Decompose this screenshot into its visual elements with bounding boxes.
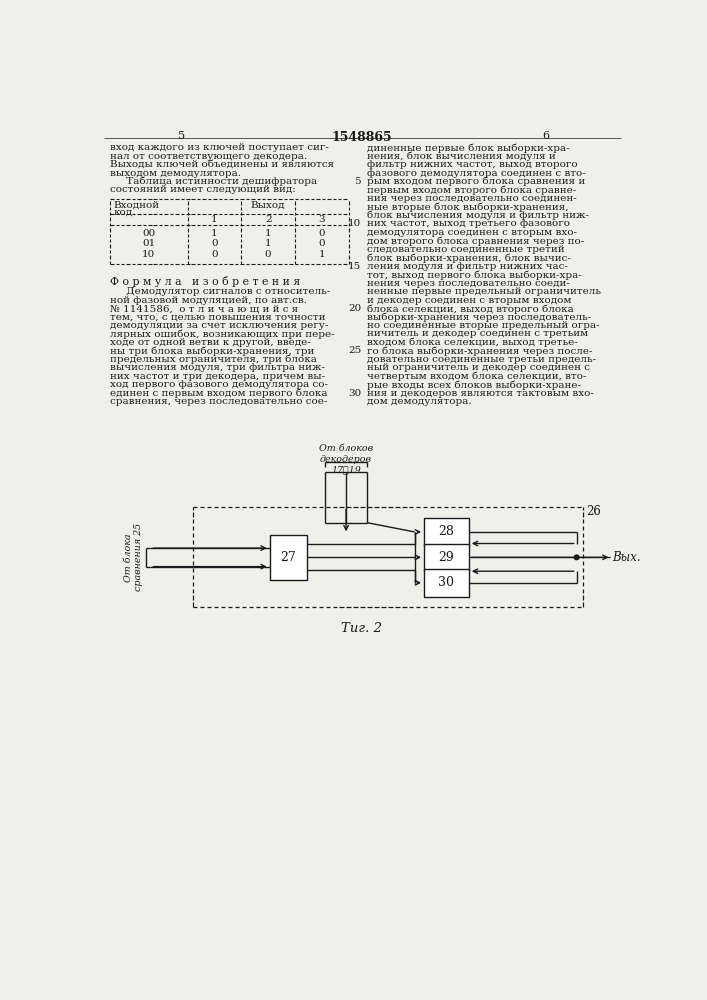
Text: От блока
сравнения 25: От блока сравнения 25	[124, 523, 143, 591]
Text: демодулятора соединен с вторым вхо-: демодулятора соединен с вторым вхо-	[368, 228, 578, 237]
Text: тем, что, с целью повышения точности: тем, что, с целью повышения точности	[110, 312, 326, 322]
Text: ные вторые блок выборки-хранения,: ные вторые блок выборки-хранения,	[368, 202, 569, 212]
Text: входом блока селекции, выход третье-: входом блока селекции, выход третье-	[368, 338, 578, 347]
Text: ния через последовательно соединен-: ния через последовательно соединен-	[368, 194, 577, 203]
Circle shape	[574, 555, 579, 560]
Text: нения через последовательно соеди-: нения через последовательно соеди-	[368, 279, 571, 288]
Text: 0: 0	[319, 239, 325, 248]
Text: 15: 15	[348, 262, 361, 271]
Text: 30: 30	[348, 389, 361, 398]
Text: 10: 10	[348, 219, 361, 228]
Text: четвертым входом блока селекции, вто-: четвертым входом блока селекции, вто-	[368, 372, 587, 381]
Text: ход первого фазового демодулятора со-: ход первого фазового демодулятора со-	[110, 380, 328, 389]
Text: Выходы ключей объединены и являются: Выходы ключей объединены и являются	[110, 160, 334, 169]
Text: ный ограничитель и декодер соединен с: ный ограничитель и декодер соединен с	[368, 363, 590, 372]
Text: 0: 0	[265, 250, 271, 259]
Text: единен с первым входом первого блока: единен с первым входом первого блока	[110, 389, 327, 398]
Text: 20: 20	[348, 304, 361, 313]
Text: дом второго блока сравнения через по-: дом второго блока сравнения через по-	[368, 236, 585, 246]
Text: первым входом второго блока сравне-: первым входом второго блока сравне-	[368, 185, 577, 195]
Text: состояний имеет следующий вид:: состояний имеет следующий вид:	[110, 185, 296, 194]
Text: Демодулятор сигналов с относитель-: Демодулятор сигналов с относитель-	[110, 287, 330, 296]
Text: 0: 0	[211, 239, 218, 248]
Text: 2: 2	[265, 215, 271, 224]
Text: 6: 6	[542, 131, 549, 141]
Text: 5: 5	[178, 131, 185, 141]
Text: 25: 25	[348, 346, 361, 355]
Text: следовательно соединенные третий: следовательно соединенные третий	[368, 245, 565, 254]
Text: рые входы всех блоков выборки-хране-: рые входы всех блоков выборки-хране-	[368, 380, 581, 390]
Text: блок вычисления модуля и фильтр ниж-: блок вычисления модуля и фильтр ниж-	[368, 211, 589, 220]
Text: ны три блока выборки-хранения, три: ны три блока выборки-хранения, три	[110, 346, 315, 356]
Text: 27: 27	[281, 551, 296, 564]
Text: 29: 29	[438, 551, 455, 564]
Text: выходом демодулятора.: выходом демодулятора.	[110, 169, 241, 178]
Text: № 1141586,  о т л и ч а ю щ и й с я: № 1141586, о т л и ч а ю щ и й с я	[110, 304, 298, 313]
Text: Таблица истинности дешифратора: Таблица истинности дешифратора	[110, 177, 317, 186]
Text: вход каждого из ключей поступает сиг-: вход каждого из ключей поступает сиг-	[110, 143, 329, 152]
Text: 26: 26	[586, 505, 601, 518]
Text: ничитель и декодер соединен с третьим: ничитель и декодер соединен с третьим	[368, 329, 589, 338]
Text: Выход: Выход	[251, 201, 286, 210]
Text: предельных ограничителя, три блока: предельных ограничителя, три блока	[110, 355, 317, 364]
Text: дом демодулятора.: дом демодулятора.	[368, 397, 472, 406]
Text: Τиг. 2: Τиг. 2	[341, 622, 382, 635]
Text: и декодер соединен с вторым входом: и декодер соединен с вторым входом	[368, 296, 572, 305]
Text: го блока выборки-хранения через после-: го блока выборки-хранения через после-	[368, 346, 593, 356]
Text: 0: 0	[319, 229, 325, 238]
Text: нения, блок вычисления модуля и: нения, блок вычисления модуля и	[368, 152, 556, 161]
Text: Ф о р м у л а   и з о б р е т е н и я: Ф о р м у л а и з о б р е т е н и я	[110, 276, 300, 287]
Text: ления модуля и фильтр нижних час-: ления модуля и фильтр нижних час-	[368, 262, 568, 271]
Bar	[424, 569, 469, 597]
Text: лярных ошибок, возникающих при пере-: лярных ошибок, возникающих при пере-	[110, 329, 334, 339]
Text: блока селекции, выход второго блока: блока селекции, выход второго блока	[368, 304, 574, 314]
Bar	[424, 518, 469, 546]
Text: ния и декодеров являются тактовым вхо-: ния и декодеров являются тактовым вхо-	[368, 389, 595, 398]
Text: ной фазовой модуляцией, по авт.св.: ной фазовой модуляцией, по авт.св.	[110, 296, 307, 305]
Text: 1: 1	[319, 250, 325, 259]
Text: От блоков
декодеров
1719: От блоков декодеров 1719	[319, 444, 373, 474]
Text: них частот и три декодера, причем вы-: них частот и три декодера, причем вы-	[110, 372, 325, 381]
Text: 10: 10	[142, 250, 156, 259]
Text: 28: 28	[438, 525, 455, 538]
Text: 1: 1	[265, 239, 271, 248]
Text: 1: 1	[265, 229, 271, 238]
Text: рым входом первого блока сравнения и: рым входом первого блока сравнения и	[368, 177, 585, 186]
Text: выборки-хранения через последователь-: выборки-хранения через последователь-	[368, 312, 592, 322]
Text: 3: 3	[319, 215, 325, 224]
Text: 0: 0	[211, 250, 218, 259]
Text: фильтр нижних частот, выход второго: фильтр нижних частот, выход второго	[368, 160, 578, 169]
Text: вычисления модуля, три фильтра ниж-: вычисления модуля, три фильтра ниж-	[110, 363, 325, 372]
Bar	[270, 535, 307, 580]
Text: 1: 1	[211, 229, 218, 238]
Text: блок выборки-хранения, блок вычис-: блок выборки-хранения, блок вычис-	[368, 253, 571, 263]
Text: довательно соединенные третьи предель-: довательно соединенные третьи предель-	[368, 355, 597, 364]
Text: 00: 00	[142, 229, 156, 238]
Bar	[424, 544, 469, 571]
Text: тот, выход первого блока выборки-хра-: тот, выход первого блока выборки-хра-	[368, 270, 582, 280]
Text: 1: 1	[211, 215, 218, 224]
Text: но соединенные вторые предельный огра-: но соединенные вторые предельный огра-	[368, 321, 600, 330]
Text: Входной: Входной	[114, 201, 160, 210]
Text: ходе от одной ветви к другой, введе-: ходе от одной ветви к другой, введе-	[110, 338, 311, 347]
Text: 30: 30	[438, 576, 455, 589]
Text: сравнения, через последовательно сое-: сравнения, через последовательно сое-	[110, 397, 327, 406]
Text: Вых.: Вых.	[612, 551, 641, 564]
Text: демодуляции за счет исключения регу-: демодуляции за счет исключения регу-	[110, 321, 329, 330]
Text: код: код	[114, 208, 133, 217]
Text: них частот, выход третьего фазового: них частот, выход третьего фазового	[368, 219, 571, 228]
Text: 5: 5	[354, 177, 361, 186]
Text: ненные первые предельный ограничитель: ненные первые предельный ограничитель	[368, 287, 602, 296]
Text: диненные первые блок выборки-хра-: диненные первые блок выборки-хра-	[368, 143, 570, 153]
Text: нал от соответствующего декодера.: нал от соответствующего декодера.	[110, 152, 308, 161]
Text: 1548865: 1548865	[332, 131, 392, 144]
Text: фазового демодулятора соединен с вто-: фазового демодулятора соединен с вто-	[368, 169, 586, 178]
Text: 01: 01	[142, 239, 156, 248]
